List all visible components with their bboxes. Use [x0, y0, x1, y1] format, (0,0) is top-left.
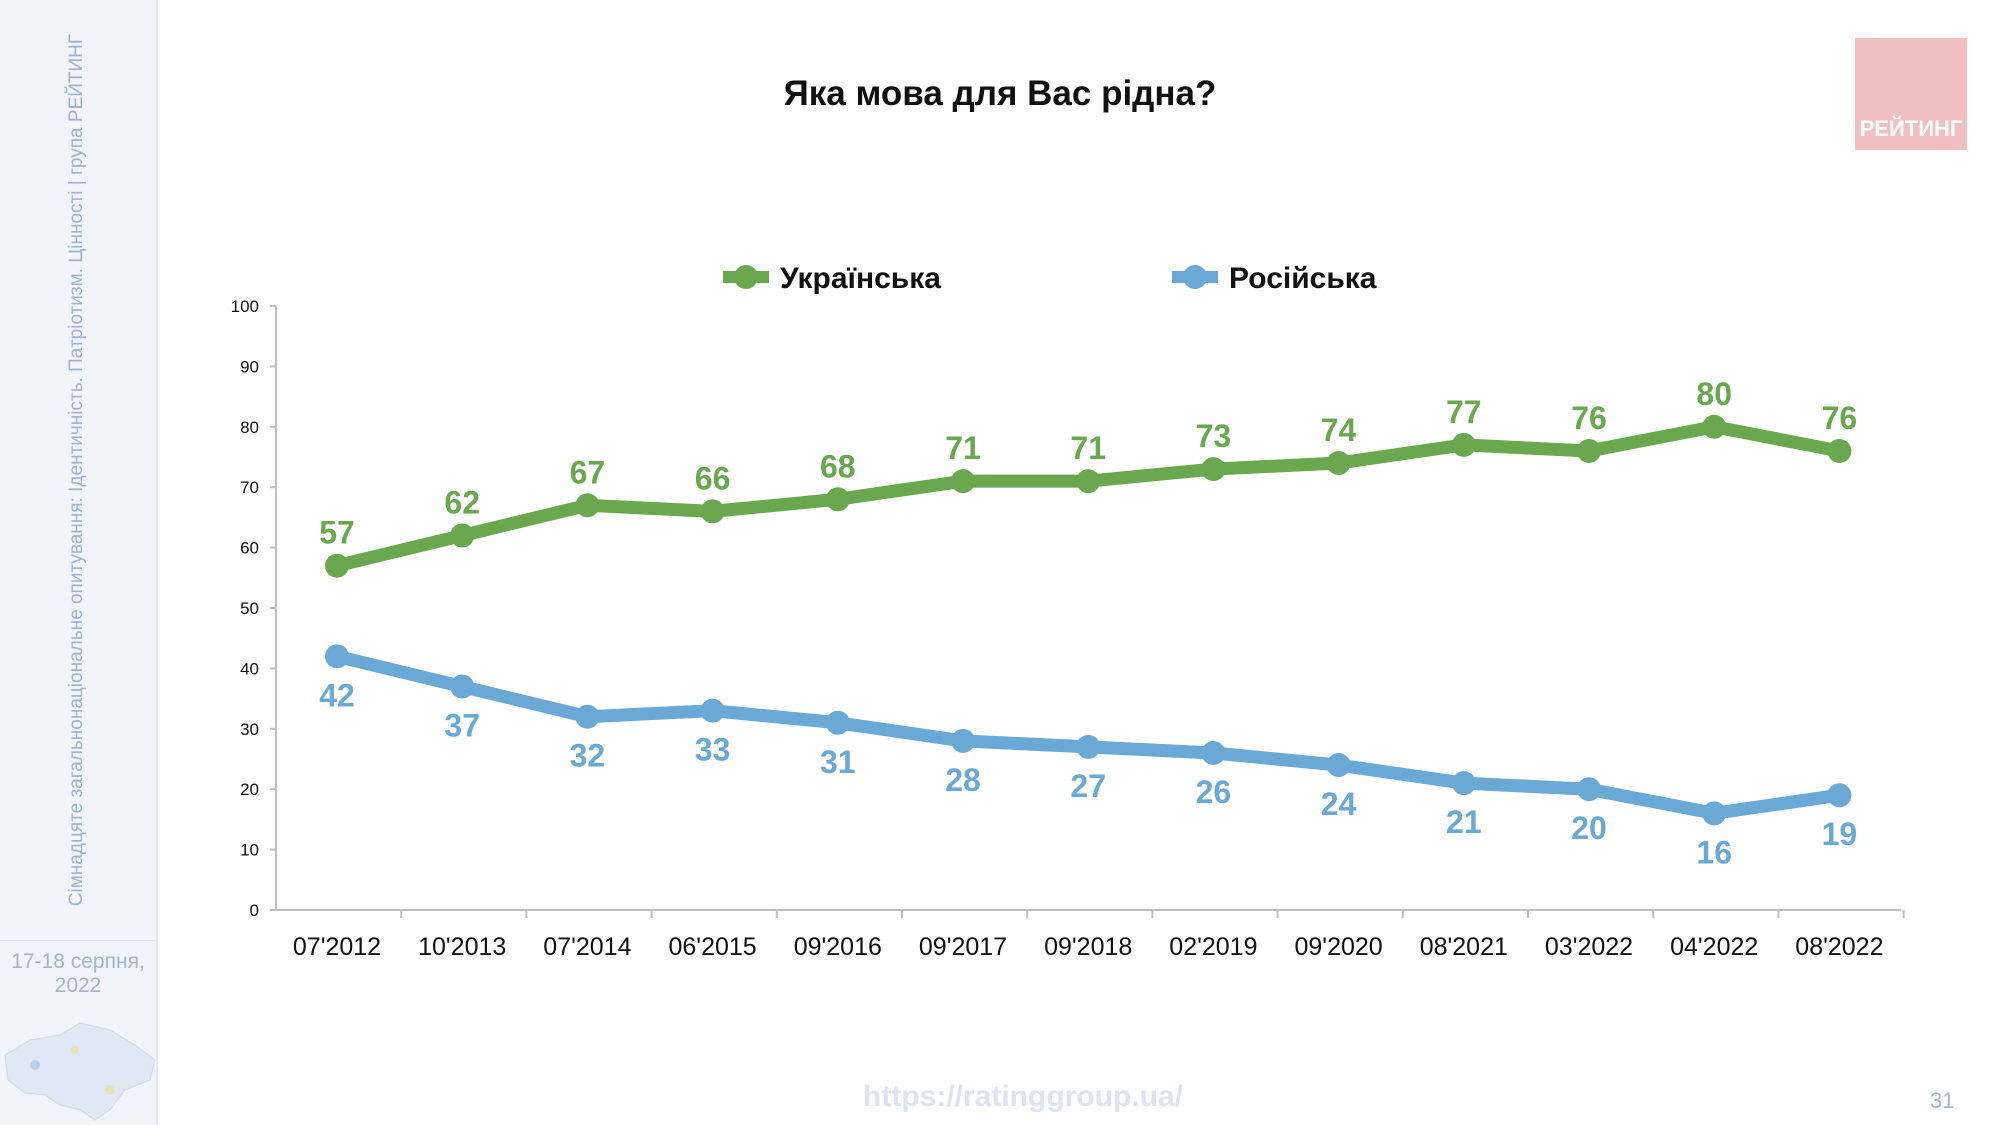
divider — [0, 940, 156, 941]
page-number: 31 — [1930, 1088, 1955, 1113]
data-label: 26 — [1196, 774, 1232, 810]
data-label: 80 — [1696, 376, 1732, 412]
y-tick-label: 0 — [250, 901, 259, 920]
data-point — [1451, 771, 1476, 796]
data-label: 76 — [1571, 400, 1607, 436]
website-link[interactable]: https://ratinggroup.ua/ — [863, 1080, 1183, 1113]
data-label: 76 — [1822, 400, 1858, 436]
data-point — [700, 698, 725, 723]
data-label: 37 — [444, 708, 480, 744]
data-point — [951, 469, 975, 494]
data-label: 62 — [444, 485, 480, 521]
data-label: 71 — [945, 430, 981, 466]
data-label: 28 — [945, 762, 981, 798]
data-label: 20 — [1571, 810, 1607, 846]
legend-label: Російська — [1229, 262, 1377, 295]
x-tick-label: 02'2019 — [1169, 933, 1257, 961]
x-tick-label: 08'2021 — [1420, 933, 1508, 961]
y-tick-label: 20 — [240, 780, 259, 799]
data-point — [450, 674, 475, 699]
data-label: 74 — [1321, 412, 1357, 448]
sidebar: Сімнадцяте загальнонаціональне опитуванн… — [0, 0, 158, 1125]
data-point — [1076, 734, 1101, 759]
data-point — [825, 710, 850, 735]
data-point — [1827, 438, 1852, 463]
data-label: 16 — [1696, 834, 1732, 870]
data-point — [1326, 753, 1351, 778]
y-tick-label: 60 — [240, 539, 259, 558]
data-label: 21 — [1446, 804, 1482, 840]
x-tick-label: 09'2020 — [1294, 933, 1382, 961]
x-tick-label: 09'2017 — [919, 933, 1007, 961]
data-point — [575, 704, 600, 729]
rating-logo: РЕЙТИНГ — [1855, 38, 1967, 150]
data-label: 66 — [695, 460, 731, 496]
legend-label: Українська — [780, 262, 941, 295]
data-point — [825, 487, 850, 512]
data-point — [1577, 777, 1601, 802]
data-label: 24 — [1321, 786, 1357, 822]
data-label: 71 — [1070, 430, 1106, 466]
date-line-1: 17-18 серпня, — [11, 950, 145, 973]
x-tick-label: 08'2022 — [1795, 933, 1883, 961]
y-tick-label: 30 — [240, 720, 259, 739]
data-label: 27 — [1070, 768, 1106, 804]
x-tick-label: 07'2014 — [543, 933, 631, 961]
data-point — [325, 553, 349, 578]
x-tick-label: 09'2016 — [794, 933, 882, 961]
data-label: 31 — [820, 744, 856, 780]
data-label: 42 — [319, 677, 355, 713]
y-tick-label: 80 — [240, 418, 259, 437]
x-tick-label: 09'2018 — [1044, 933, 1132, 961]
legend-marker — [734, 265, 758, 289]
data-point — [1577, 438, 1601, 463]
data-label: 68 — [820, 448, 856, 484]
data-label: 67 — [570, 454, 606, 490]
y-tick-label: 50 — [240, 599, 259, 618]
x-tick-label: 04'2022 — [1670, 933, 1758, 961]
data-label: 32 — [570, 738, 606, 774]
data-point — [700, 499, 725, 524]
ukraine-map-icon — [4, 1022, 156, 1121]
data-point — [1201, 457, 1226, 482]
data-point — [1827, 783, 1852, 808]
data-label: 77 — [1446, 394, 1482, 430]
y-tick-label: 40 — [240, 659, 259, 678]
data-point — [1076, 469, 1101, 494]
data-label: 33 — [695, 732, 731, 768]
y-tick-label: 70 — [240, 478, 259, 497]
x-tick-label: 07'2012 — [293, 933, 381, 961]
data-point — [1326, 451, 1351, 476]
data-point — [325, 644, 349, 669]
y-tick-label: 90 — [240, 357, 259, 376]
x-tick-label: 03'2022 — [1545, 933, 1633, 961]
x-tick-label: 10'2013 — [418, 933, 506, 961]
legend-marker — [1183, 265, 1207, 289]
data-point — [575, 493, 600, 518]
x-tick-label: 06'2015 — [668, 933, 756, 961]
logo-text: РЕЙТИНГ — [1859, 116, 1963, 141]
y-tick-label: 100 — [231, 297, 259, 316]
survey-date: 17-18 серпня, 2022 — [0, 950, 156, 998]
data-point — [951, 728, 975, 753]
chart-title: Яка мова для Вас рідна? — [783, 74, 1217, 113]
data-point — [1451, 432, 1476, 457]
y-tick-label: 10 — [240, 841, 259, 860]
data-label: 73 — [1196, 418, 1232, 454]
data-point — [1201, 740, 1226, 765]
data-label: 19 — [1822, 816, 1858, 852]
data-label: 57 — [319, 515, 355, 551]
data-point — [1702, 414, 1727, 439]
data-point — [450, 523, 475, 548]
data-point — [1702, 801, 1727, 826]
date-line-2: 2022 — [54, 974, 102, 997]
